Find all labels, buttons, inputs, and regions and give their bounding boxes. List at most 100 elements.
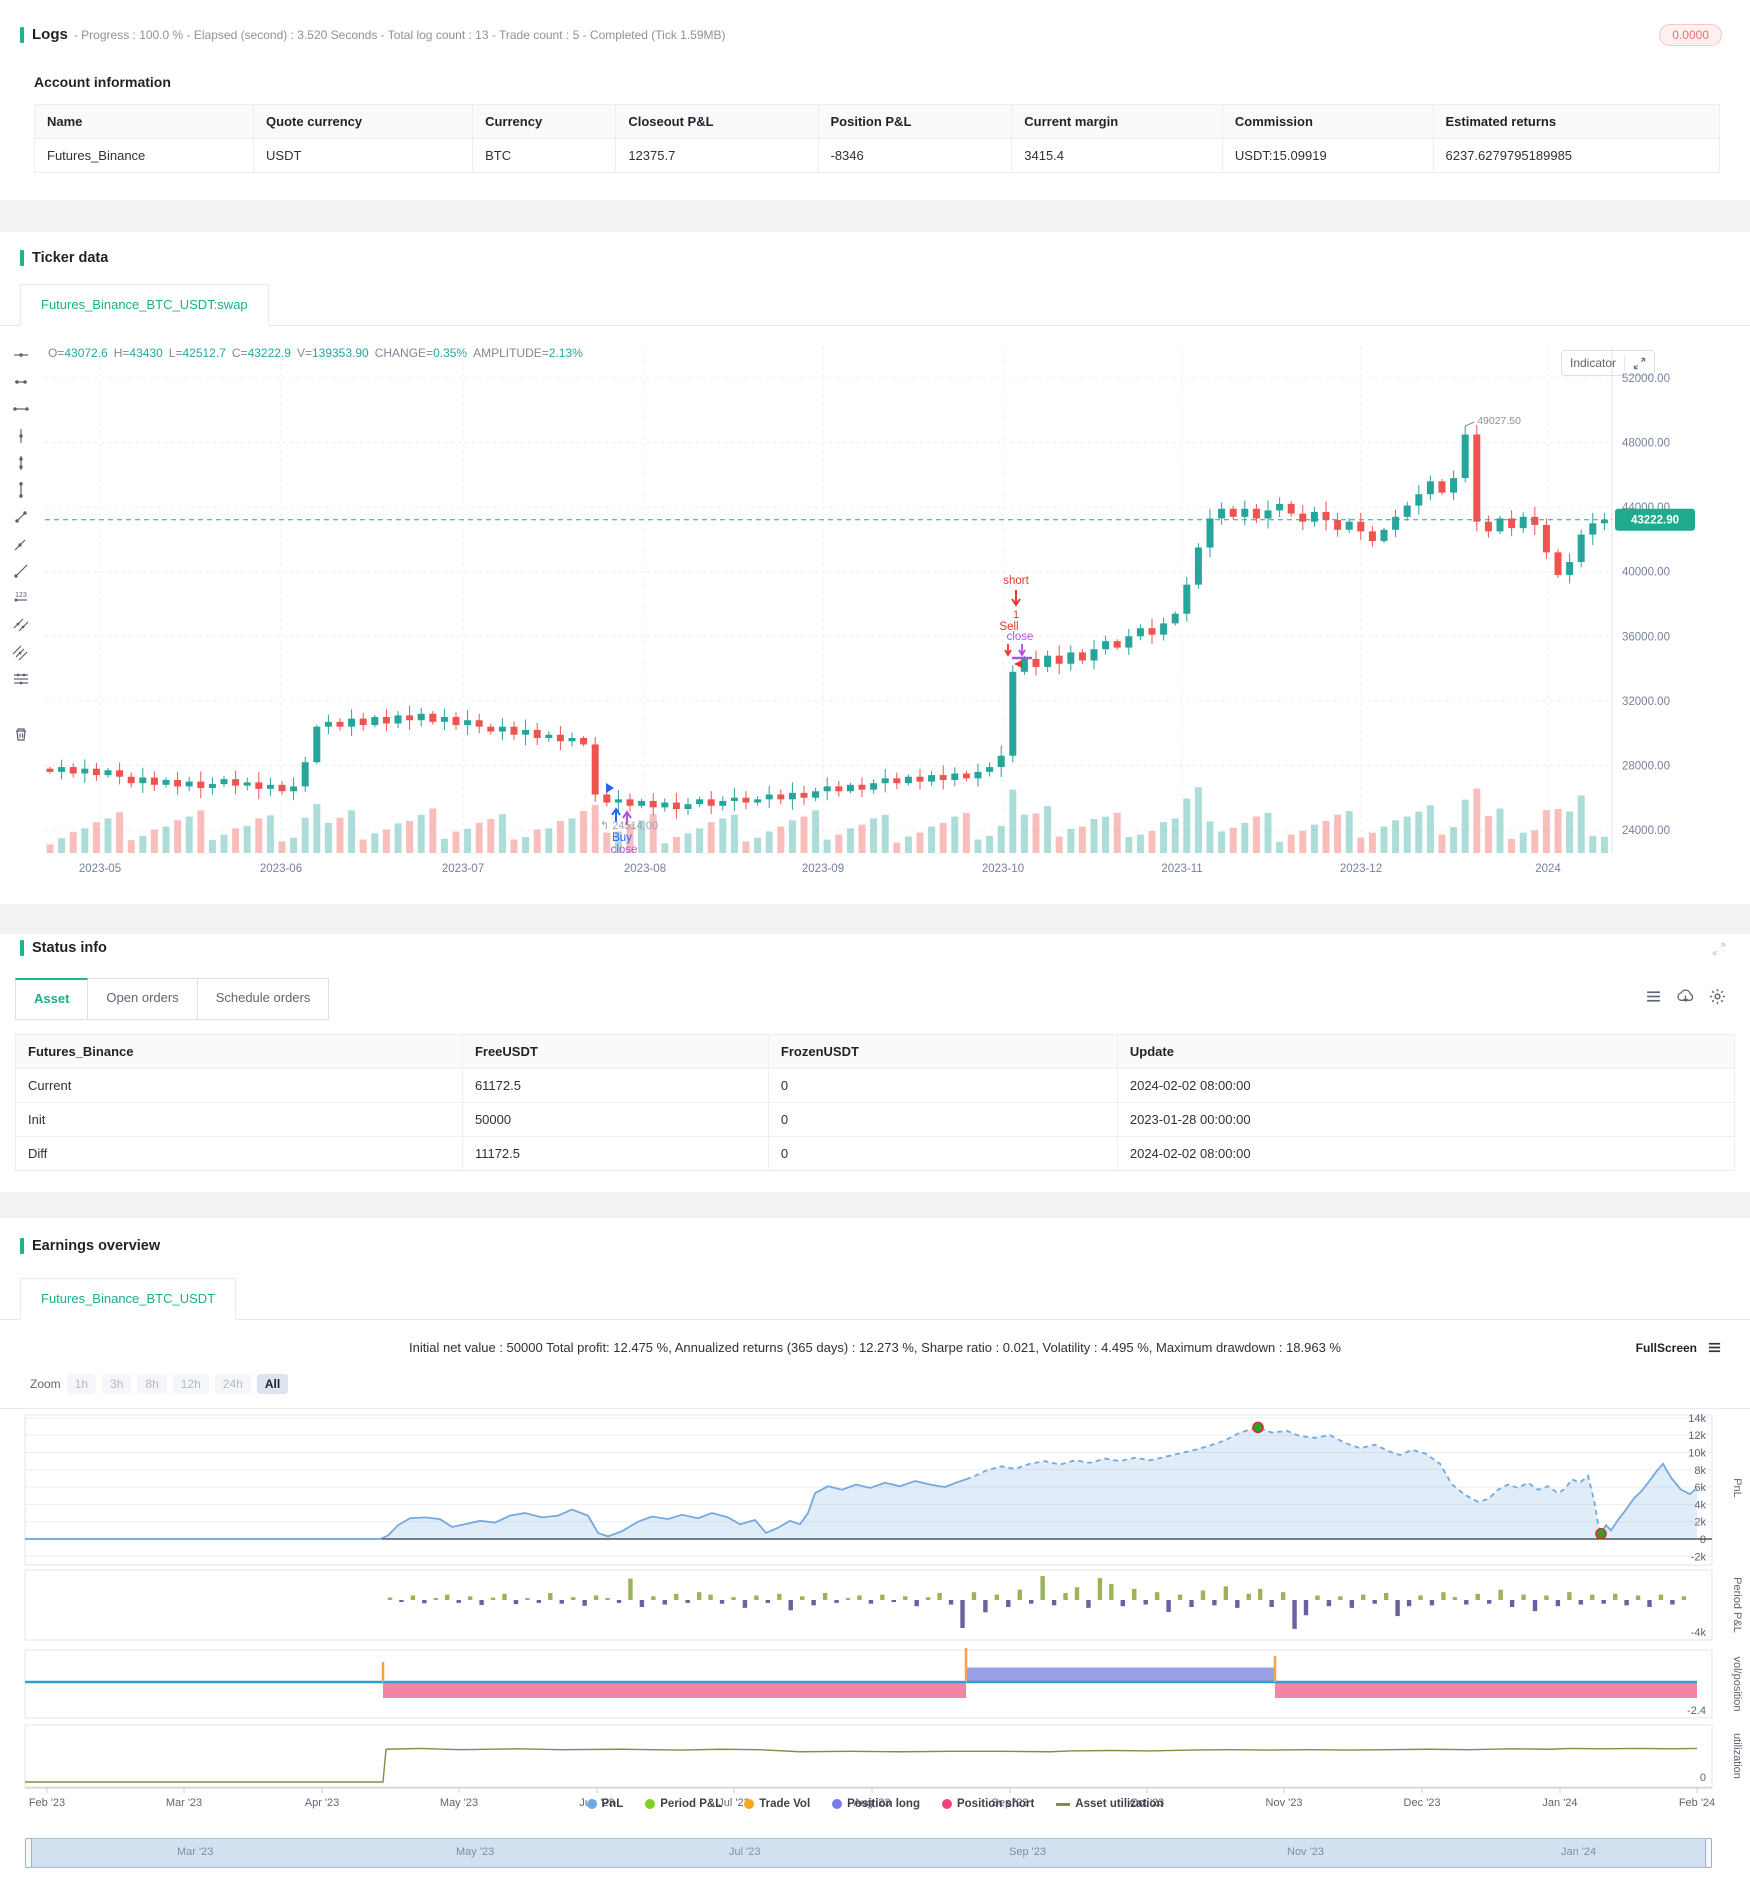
update-cell: 2024-02-02 08:00:00 — [1116, 1136, 1736, 1171]
price-axis-label: 24000.00 — [1622, 825, 1670, 837]
update-cell: 2023-01-28 00:00:00 — [1116, 1102, 1736, 1137]
legend-asset-utilization[interactable]: Asset utilization — [1056, 1798, 1163, 1810]
ticker-chart[interactable]: 52000.0048000.0044000.0040000.0036000.00… — [0, 332, 1750, 892]
account-col-header: Currency — [472, 104, 617, 139]
svg-text:-4k: -4k — [1691, 1627, 1707, 1639]
logs-header: Logs - Progress : 100.0 % - Elapsed (sec… — [20, 26, 726, 43]
navigator-right-handle[interactable] — [1705, 1838, 1712, 1868]
date-axis-label: 2023-06 — [260, 863, 302, 875]
tab-ticker-symbol[interactable]: Futures_Binance_BTC_USDT:swap — [20, 284, 269, 326]
table-row: Futures_Binance USDT BTC 12375.7 -8346 3415.4… — [33, 138, 1721, 173]
account-cell: USDT:15.09919 — [1221, 138, 1434, 173]
status-row-label[interactable]: Current — [15, 1068, 463, 1103]
status-row-label: Init — [15, 1102, 463, 1137]
pnl-axis-label: 8k — [1694, 1465, 1706, 1477]
ray-icon[interactable] — [10, 560, 32, 582]
fullscreen-control[interactable]: FullScreen — [1636, 1340, 1722, 1355]
hstack-icon[interactable] — [10, 668, 32, 690]
dots-line-icon[interactable] — [10, 371, 32, 393]
expand-icon[interactable] — [1633, 357, 1646, 370]
legend-swatch — [832, 1799, 843, 1809]
multi-parallel-icon[interactable] — [10, 641, 32, 663]
zoom-button-8h[interactable]: 8h — [137, 1374, 167, 1394]
menu-icon[interactable] — [1645, 988, 1662, 1005]
zoom-button-all[interactable]: All — [256, 1374, 289, 1394]
month-axis-label: Jul '23 — [718, 1797, 749, 1809]
period-pnl-axis-title: Period P&L — [1731, 1577, 1743, 1633]
trend-up-icon[interactable] — [10, 506, 32, 528]
legend-trade-vol[interactable]: Trade Vol — [744, 1798, 810, 1810]
account-col-header: Closeout P&L — [615, 104, 819, 139]
cloud-download-icon[interactable] — [1676, 988, 1695, 1005]
month-axis-label: May '23 — [440, 1797, 478, 1809]
section-accent-bar — [20, 1238, 24, 1254]
vline-tall-icon[interactable] — [10, 479, 32, 501]
vline-dot-icon[interactable] — [10, 425, 32, 447]
ticker-tabs: Futures_Binance_BTC_USDT:swap — [0, 284, 1750, 326]
earnings-stats: Initial net value : 50000 Total profit: … — [409, 1340, 1341, 1355]
legend-label: PnL — [601, 1798, 624, 1810]
legend-label: Position long — [847, 1798, 920, 1810]
zoom-button-12h[interactable]: 12h — [172, 1374, 209, 1394]
trash-icon[interactable] — [10, 723, 32, 745]
legend-label: Period P&L — [660, 1798, 723, 1810]
svg-text:0: 0 — [1700, 1772, 1706, 1784]
date-axis-label: 2023-12 — [1340, 863, 1382, 875]
navigator-month-label: Sep '23 — [1009, 1846, 1046, 1858]
indicator-button[interactable]: Indicator — [1561, 350, 1656, 376]
close-label: close — [1007, 631, 1034, 643]
month-axis-label: Mar '23 — [166, 1797, 202, 1809]
buy-arrow-icon — [611, 807, 621, 822]
pnl-axis-label: 4k — [1694, 1499, 1706, 1511]
logs-summary: - Progress : 100.0 % - Elapsed (second) … — [73, 27, 726, 42]
price-123-icon[interactable]: 123 — [10, 587, 32, 609]
ohlc-pair: L=42512.7 — [168, 346, 226, 360]
zoom-button-3h[interactable]: 3h — [102, 1374, 132, 1394]
segment-icon[interactable] — [10, 398, 32, 420]
pnl-axis-label: 12k — [1688, 1430, 1706, 1442]
tab-earnings-symbol[interactable]: Futures_Binance_BTC_USDT — [20, 1278, 237, 1320]
vline-dots-icon[interactable] — [10, 452, 32, 474]
parallel-icon[interactable] — [10, 614, 32, 636]
pnl-axis-label: -2k — [1691, 1551, 1707, 1563]
table-row: Current 61172.5 0 2024-02-02 08:00:00 — [15, 1068, 1736, 1103]
tab-schedule-orders[interactable]: Schedule orders — [197, 978, 330, 1020]
account-cell: 6237.6279795189985 — [1432, 138, 1721, 173]
position-short-bar — [383, 1683, 966, 1698]
trend-mid-icon[interactable] — [10, 533, 32, 555]
earnings-section: Earnings overview Futures_Binance_BTC_US… — [0, 1218, 1750, 1892]
pnl-extreme-marker — [1595, 1528, 1607, 1540]
hline-dot-icon[interactable] — [10, 344, 32, 366]
zoom-button-24h[interactable]: 24h — [214, 1374, 251, 1394]
legend-period-p&l[interactable]: Period P&L — [645, 1798, 722, 1810]
earnings-title: Earnings overview — [32, 1238, 161, 1254]
sell-arrow-icon — [1011, 590, 1021, 607]
account-info-title: Account information — [34, 74, 171, 90]
menu-icon[interactable] — [1707, 1340, 1722, 1355]
section-accent-bar — [20, 940, 24, 956]
free-usdt-cell: 50000 — [461, 1102, 769, 1137]
tab-asset[interactable]: Asset — [15, 978, 89, 1020]
pnl-axis-label: 14k — [1688, 1413, 1706, 1425]
free-usdt-cell: 61172.5 — [461, 1068, 769, 1103]
legend-label: Asset utilization — [1075, 1798, 1164, 1810]
table-row: Diff 11172.5 0 2024-02-02 08:00:00 — [15, 1136, 1736, 1171]
account-cell: -8346 — [817, 138, 1013, 173]
navigator-left-handle[interactable] — [25, 1838, 32, 1868]
expand-icon[interactable] — [1712, 942, 1726, 956]
tab-open-orders[interactable]: Open orders — [88, 978, 198, 1020]
account-col-header: Position P&L — [817, 104, 1013, 139]
frozen-usdt-cell: 0 — [767, 1136, 1118, 1171]
earnings-header: Earnings overview — [20, 1238, 160, 1254]
legend-position-long[interactable]: Position long — [832, 1798, 920, 1810]
month-axis-label: Apr '23 — [305, 1797, 340, 1809]
earnings-chart[interactable]: 14k 12k 10k 8k 6k 4k 2k 0 -2k PnL -4k Period P&L -2.… — [0, 1410, 1750, 1810]
status-section: Status info Asset Open orders Schedule ord… — [0, 934, 1750, 1192]
legend-position-short[interactable]: Position short — [941, 1798, 1034, 1810]
legend-swatch — [744, 1799, 755, 1809]
gear-icon[interactable] — [1709, 988, 1726, 1005]
legend-swatch — [586, 1799, 597, 1809]
legend-pnl[interactable]: PnL — [586, 1798, 624, 1810]
range-navigator[interactable]: Mar '23 May '23 Jul '23 Sep '23 Nov '23 Jan '… — [25, 1838, 1712, 1868]
zoom-button-1h[interactable]: 1h — [66, 1374, 97, 1394]
